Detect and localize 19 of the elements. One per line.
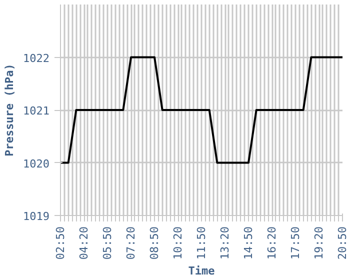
y-tick-label: 1020 (23, 157, 50, 170)
x-tick-label: 05:50 (101, 226, 114, 260)
x-tick-label: 19:20 (312, 226, 326, 260)
x-tick-label: 10:20 (172, 226, 184, 260)
x-tick-label: 07:20 (124, 226, 138, 260)
x-axis-title: Time (188, 264, 216, 278)
y-tick-label: 1021 (23, 104, 50, 118)
x-tick-label: 04:20 (78, 226, 90, 260)
x-tick-label: 02:50 (54, 226, 67, 260)
y-tick-label: 1022 (23, 52, 50, 65)
x-tick-label: 08:50 (148, 226, 161, 260)
x-tick-label: 14:50 (242, 226, 255, 260)
y-tick-label: 1019 (23, 210, 50, 223)
x-tick-label: 20:50 (336, 226, 349, 260)
y-axis-title: Pressure (hPa) (3, 64, 16, 156)
x-tick-label: 16:20 (266, 226, 278, 260)
x-tick-label: 17:50 (289, 226, 302, 260)
x-tick-label: 13:20 (218, 226, 232, 260)
x-tick-label: 11:50 (195, 226, 208, 260)
